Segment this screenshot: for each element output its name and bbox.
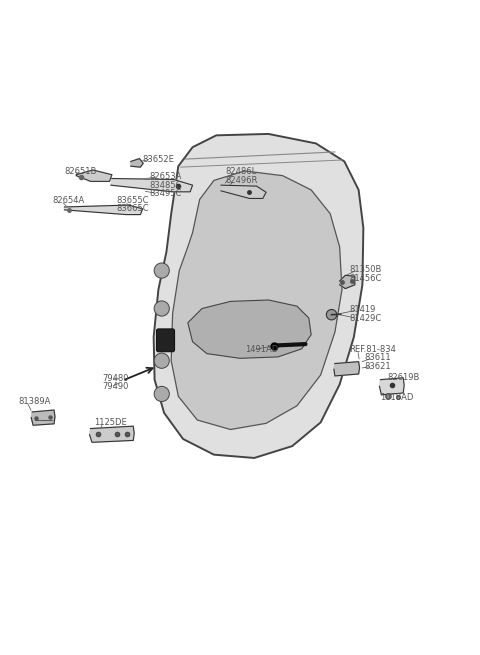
Text: 1491AD: 1491AD (245, 345, 278, 354)
Text: 83495C: 83495C (150, 189, 182, 198)
Text: 79480: 79480 (102, 374, 129, 383)
Text: 82654A: 82654A (53, 196, 85, 205)
FancyBboxPatch shape (156, 329, 175, 352)
Text: 82486L: 82486L (226, 168, 257, 176)
Polygon shape (31, 410, 55, 425)
Polygon shape (131, 159, 143, 167)
Polygon shape (171, 171, 342, 430)
Text: 83665C: 83665C (117, 204, 149, 214)
Polygon shape (380, 378, 404, 395)
Polygon shape (334, 362, 360, 376)
Circle shape (326, 309, 337, 320)
Text: 81389A: 81389A (18, 396, 50, 405)
Text: 82619B: 82619B (387, 373, 420, 382)
Polygon shape (90, 426, 134, 442)
Circle shape (154, 353, 169, 368)
Text: 1125DE: 1125DE (94, 418, 127, 427)
Polygon shape (188, 300, 311, 358)
Text: 81456C: 81456C (349, 274, 382, 283)
Text: 81429C: 81429C (349, 314, 382, 323)
Polygon shape (154, 134, 363, 458)
Text: 83611: 83611 (364, 353, 391, 362)
Text: 83621: 83621 (364, 362, 391, 371)
Text: 81419: 81419 (349, 305, 375, 314)
Circle shape (154, 263, 169, 278)
Polygon shape (221, 185, 266, 198)
Text: 79490: 79490 (102, 383, 129, 391)
Text: 82653A: 82653A (150, 172, 182, 181)
Text: 81350B: 81350B (349, 265, 382, 274)
Text: 1018AD: 1018AD (380, 393, 413, 402)
Text: 83655C: 83655C (117, 196, 149, 205)
Circle shape (154, 386, 169, 402)
Polygon shape (64, 205, 143, 215)
Text: 82651B: 82651B (64, 168, 97, 176)
Text: 82496R: 82496R (226, 176, 258, 185)
Circle shape (154, 301, 169, 316)
Polygon shape (76, 170, 112, 181)
Text: 83485C: 83485C (150, 181, 182, 190)
Text: 83652E: 83652E (143, 155, 175, 164)
Polygon shape (340, 275, 355, 289)
Text: REF.81-834: REF.81-834 (349, 345, 396, 354)
Polygon shape (111, 179, 192, 192)
